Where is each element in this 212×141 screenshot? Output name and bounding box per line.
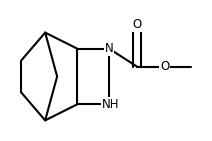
Text: O: O xyxy=(132,18,142,31)
Text: NH: NH xyxy=(102,98,120,111)
Text: O: O xyxy=(160,60,169,73)
Text: N: N xyxy=(105,42,113,55)
